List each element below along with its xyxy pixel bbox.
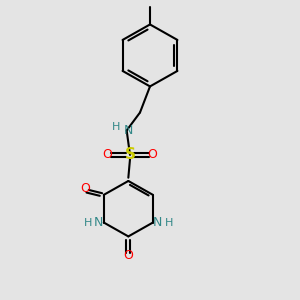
Text: S: S xyxy=(124,147,136,162)
Text: O: O xyxy=(123,250,133,262)
Text: H: H xyxy=(84,218,92,228)
Text: N: N xyxy=(124,124,133,137)
Text: N: N xyxy=(153,216,163,229)
Text: N: N xyxy=(94,216,104,229)
Text: O: O xyxy=(80,182,90,196)
Text: O: O xyxy=(148,148,158,161)
Text: H: H xyxy=(165,218,173,228)
Text: H: H xyxy=(112,122,120,132)
Text: O: O xyxy=(102,148,112,161)
